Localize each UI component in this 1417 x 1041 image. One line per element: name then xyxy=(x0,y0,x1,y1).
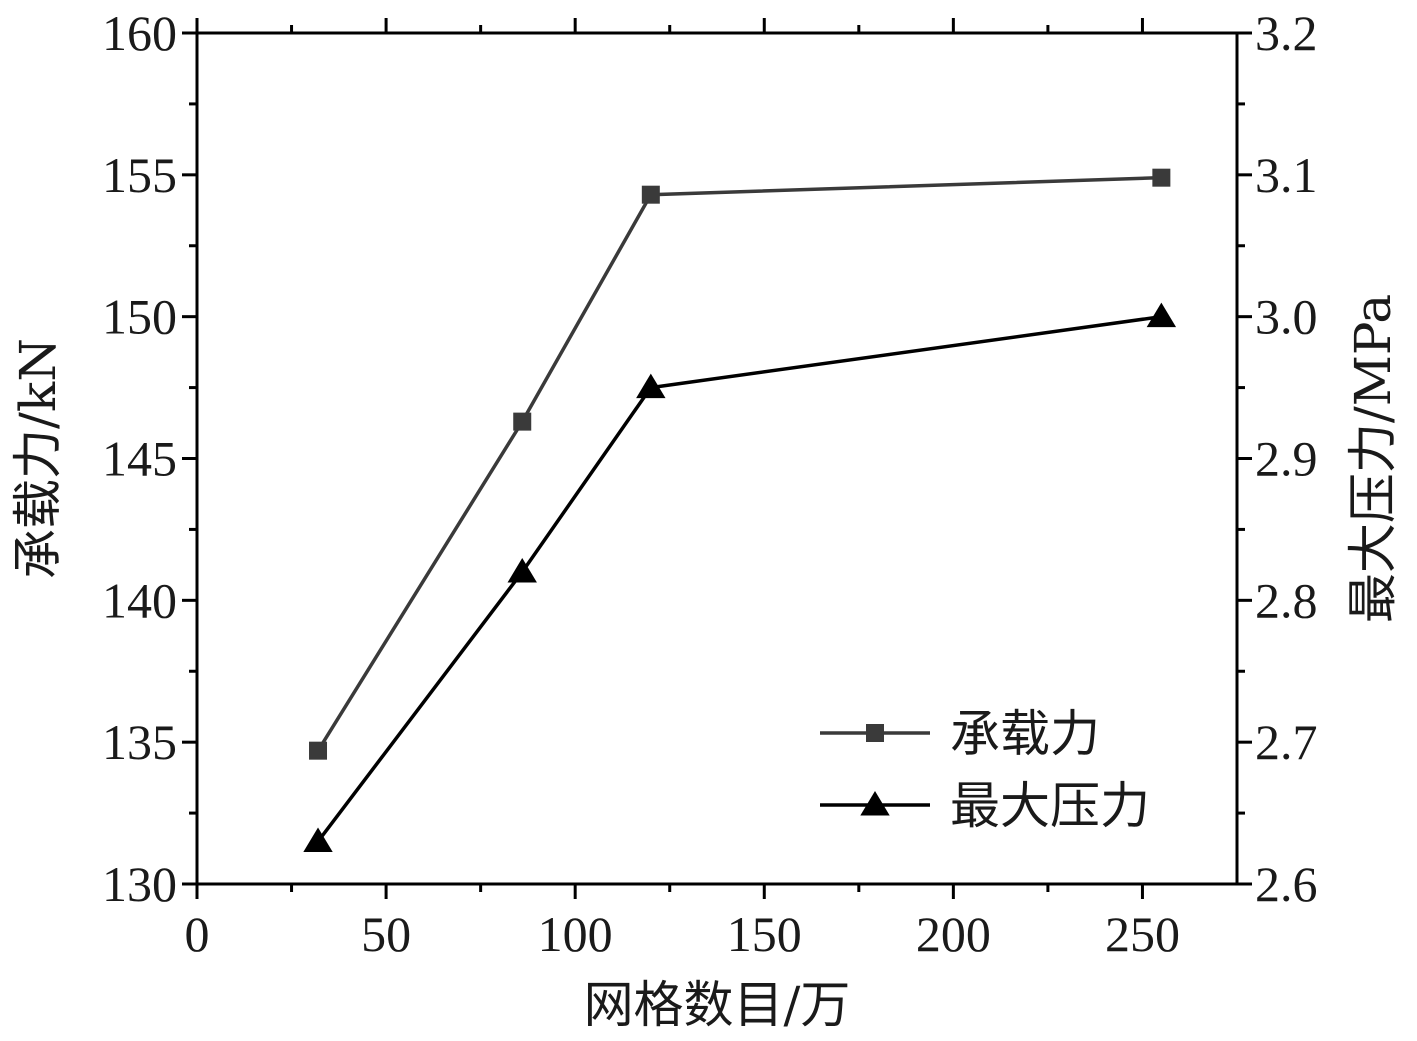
legend: 承载力 最大压力 xyxy=(820,705,1150,835)
data-point-triangle xyxy=(1146,302,1177,328)
y2-tick-label: 3.2 xyxy=(1255,5,1318,61)
x-tick-label: 150 xyxy=(727,906,802,962)
y-tick-label: 135 xyxy=(102,714,177,770)
y-tick-label: 130 xyxy=(102,856,177,912)
data-point-square xyxy=(641,185,660,204)
data-point-square xyxy=(309,741,328,760)
y-tick-label: 160 xyxy=(102,5,177,61)
data-point-square xyxy=(1152,168,1171,187)
series-line-0 xyxy=(316,175,1162,752)
y-tick-label: 140 xyxy=(102,572,177,628)
y-tick-label: 155 xyxy=(102,147,177,203)
legend-label-max-pressure: 最大压力 xyxy=(950,777,1150,835)
legend-label-load-capacity: 承载力 xyxy=(950,705,1100,763)
y2-tick-label: 3.1 xyxy=(1255,147,1318,203)
y2-axis-title: 最大压力/MPa xyxy=(1344,294,1402,623)
y2-tick-label: 2.6 xyxy=(1255,856,1318,912)
x-tick-label: 100 xyxy=(538,906,613,962)
plot-frame xyxy=(195,31,1239,886)
y2-tick-label: 2.7 xyxy=(1255,714,1318,770)
legend-marker-square xyxy=(866,724,884,742)
y-axis-title: 承载力/kN xyxy=(9,338,67,579)
legend-marker-triangle xyxy=(860,791,890,816)
x-tick-label: 200 xyxy=(916,906,991,962)
data-point-square xyxy=(513,412,532,431)
x-tick-label: 50 xyxy=(361,906,411,962)
y2-tick-label: 2.8 xyxy=(1255,572,1318,628)
data-point-triangle xyxy=(636,373,666,399)
y2-tick-label: 2.9 xyxy=(1255,431,1318,487)
y-tick-label: 145 xyxy=(102,431,177,487)
data-point-triangle xyxy=(303,827,333,852)
x-tick-label: 0 xyxy=(185,906,210,962)
data-point-triangle xyxy=(507,557,537,583)
x-axis-title: 网格数目/万 xyxy=(584,976,851,1034)
series-layer xyxy=(303,168,1177,852)
y-tick-label: 150 xyxy=(102,289,177,345)
y2-tick-label: 3.0 xyxy=(1255,289,1318,345)
x-tick-label: 250 xyxy=(1105,906,1180,962)
ticks-layer: 0 50 100 150 200 250 130 135 140 145 150 155 160 2.6 2… xyxy=(102,5,1318,962)
series-line-1 xyxy=(316,314,1162,843)
